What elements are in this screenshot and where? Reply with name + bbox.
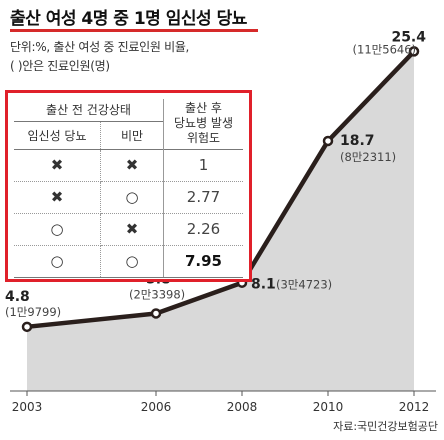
area-fill (27, 51, 414, 392)
x-tick-label: 2012 (399, 400, 430, 414)
data-point (21, 321, 33, 333)
data-count-label: (8만2311) (340, 150, 396, 164)
x-tick-label: 2006 (141, 400, 172, 414)
x-tick-label: 2010 (313, 400, 344, 414)
risk-table-box: 출산 전 건강상태 출산 후 당뇨병 발생 위험도 임신성 당뇨 비만 ✖ ✖ … (5, 90, 252, 282)
data-point (322, 135, 334, 147)
title-underline (10, 29, 258, 32)
table-row: ○ ○ 7.95 (14, 245, 243, 278)
obesity-mark: ✖ (100, 213, 164, 246)
data-count-label: (11만5646) (353, 42, 416, 56)
header-obesity: 비만 (100, 121, 164, 149)
header-risk-line-2: 당뇨병 발생 (173, 116, 233, 131)
data-count-label: (1만9799) (5, 305, 61, 319)
risk-table: 출산 전 건강상태 출산 후 당뇨병 발생 위험도 임신성 당뇨 비만 ✖ ✖ … (14, 99, 243, 278)
chart-title: 출산 여성 4명 중 1명 임신성 당뇨 (10, 9, 247, 29)
header-prebirth-health: 출산 전 건강상태 (14, 99, 164, 121)
data-value-label: 4.8 (5, 289, 30, 305)
table-row: ○ ✖ 2.26 (14, 213, 243, 246)
obesity-mark: ○ (100, 181, 164, 214)
paren-note: ( )안은 진료인원(명) (10, 59, 110, 73)
x-tick-label: 2008 (227, 400, 258, 414)
header-postbirth-risk: 출산 후 당뇨병 발생 위험도 (164, 99, 244, 149)
gdm-mark: ✖ (14, 181, 101, 214)
table-row: ✖ ✖ 1 (14, 149, 243, 182)
data-count-label: (3만4723) (276, 278, 332, 292)
gdm-mark: ○ (14, 245, 101, 278)
risk-value: 2.77 (163, 181, 243, 214)
source-note: 자료:국민건강보험공단 (333, 420, 438, 433)
data-value-label: 25.4 (391, 29, 426, 45)
x-tick-label: 2003 (12, 400, 43, 414)
obesity-mark: ✖ (100, 149, 164, 182)
data-point (150, 308, 162, 319)
table-row: ✖ ○ 2.77 (14, 181, 243, 214)
risk-value: 7.95 (163, 245, 243, 278)
header-risk-line-1: 출산 후 (185, 101, 222, 116)
risk-value: 1 (163, 149, 243, 182)
data-value-label: 18.7 (340, 133, 375, 149)
risk-value: 2.26 (163, 213, 243, 246)
header-gdm: 임신성 당뇨 (14, 121, 101, 149)
data-value-label: 8.1 (251, 277, 276, 293)
obesity-mark: ○ (100, 245, 164, 278)
data-point (408, 46, 420, 57)
data-count-label: (2만3398) (129, 287, 185, 301)
gdm-mark: ✖ (14, 149, 101, 182)
header-risk-line-3: 위험도 (186, 131, 221, 146)
gdm-mark: ○ (14, 213, 101, 246)
unit-note: 단위:%, 출산 여성 중 진료인원 비율, (10, 40, 190, 54)
